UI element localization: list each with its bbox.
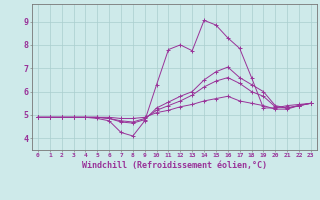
X-axis label: Windchill (Refroidissement éolien,°C): Windchill (Refroidissement éolien,°C) — [82, 161, 267, 170]
